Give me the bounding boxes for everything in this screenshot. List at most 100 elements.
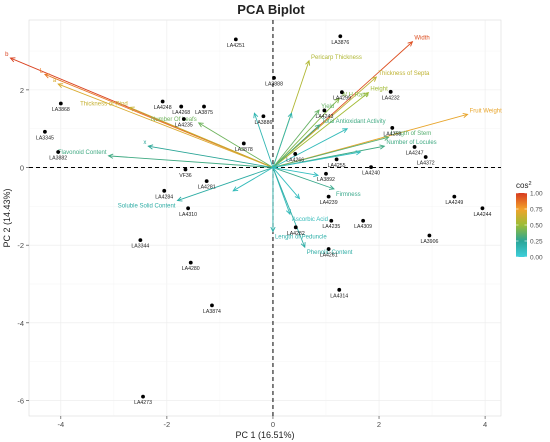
observation-point [186, 206, 191, 211]
observation-label: LA4372 [417, 161, 435, 167]
variable-arrow-shaft [272, 136, 389, 168]
observation-point [293, 225, 298, 230]
variable-arrow-head [253, 112, 259, 119]
observation-point [202, 104, 206, 109]
observation-point [272, 75, 276, 80]
variable-arrow: Yield [272, 104, 334, 168]
variable-arrow-head [270, 226, 276, 233]
y-tick-label: -2 [17, 241, 24, 250]
variable-label: Firmness [336, 192, 361, 198]
plot-panel [28, 19, 502, 417]
variable-arrow-head [107, 153, 114, 159]
observation-point [188, 260, 193, 265]
observation-label: LA4314 [330, 293, 348, 299]
observation-point [427, 233, 432, 238]
observation-point [334, 157, 339, 162]
variable-label: Yield [321, 104, 334, 110]
observation-point [324, 171, 328, 176]
variable-label: Thickness of Septa [378, 71, 430, 77]
grid-lines [29, 20, 501, 416]
variable-arrow-head [305, 59, 311, 66]
variable-arrow-head [128, 106, 135, 112]
observation-label: LA4243 [315, 114, 333, 120]
variable-arrow-shaft [272, 167, 335, 190]
x-axis-title: PC 1 (16.51%) [235, 430, 294, 440]
observation-point [160, 99, 165, 104]
variable-arrow-head [57, 83, 64, 89]
observation-label: LA4261 [320, 253, 338, 259]
observation-label: LA4299 [333, 96, 351, 102]
variable-arrow: Thickness of Rind [80, 101, 274, 168]
variable-arrow-head [383, 135, 390, 141]
variable-arrow [272, 112, 293, 168]
observation-label: LA3876 [331, 40, 349, 46]
variable-arrow-head [43, 73, 50, 79]
x-tick-label: -4 [57, 420, 64, 429]
variable-arrow-shaft [177, 167, 274, 201]
legend-tick-label: 0.50 [530, 222, 543, 229]
observation-label: LA3882 [49, 156, 67, 162]
observation-label: LA4240 [362, 171, 380, 177]
observation-point [43, 129, 47, 134]
x-tick-label: 0 [271, 420, 275, 429]
legend-tick-label: 0.25 [530, 238, 543, 245]
variable-arrow: x [143, 140, 274, 168]
variable-arrow-head [355, 150, 362, 156]
y-tick-label: 2 [20, 86, 24, 95]
variable-arrow: Thickness of Septa [272, 71, 430, 168]
observation-point [326, 247, 331, 251]
variable-label: x [143, 140, 146, 146]
y-tick-label: -4 [17, 319, 24, 328]
variable-label: Thickness of Rind [80, 101, 128, 107]
variable-arrow-shaft [272, 92, 369, 168]
variable-arrow [253, 112, 274, 168]
observation-point [339, 90, 344, 95]
variable-arrow-shaft [272, 151, 361, 168]
observation-label: LA4281 [198, 185, 216, 191]
variable-label: Fruit Weight [470, 108, 503, 114]
observation-label: LA3906 [420, 239, 438, 245]
legend-colorbar [516, 193, 527, 257]
observation-point [293, 152, 298, 156]
x-tick-label: -2 [164, 420, 171, 429]
variable-arrow-head [9, 57, 16, 63]
variable-arrow: Total Antioxidant Activity [272, 119, 386, 168]
variable-arrow-head [314, 109, 320, 116]
variable-arrow-shaft [232, 167, 274, 192]
observation-point [138, 238, 143, 243]
observation-point [56, 150, 61, 154]
observation-label: LA4239 [320, 200, 338, 206]
observation-label: LA3344 [131, 244, 149, 250]
observation-label: LA4235 [175, 123, 193, 129]
legend-title: cos2 [516, 181, 532, 190]
observation-label: LA3878 [235, 147, 253, 153]
variable-arrow: Height [272, 87, 388, 168]
variable-arrow-head [287, 112, 293, 119]
variable-arrow-head [176, 196, 183, 202]
legend-title-superscript: 2 [528, 181, 531, 187]
variable-arrow-shaft [272, 167, 306, 248]
variable-arrow-head [232, 186, 239, 192]
observation-label: LA4235 [322, 224, 340, 230]
variable-arrow-shaft [272, 109, 320, 168]
observation-label: LA4249 [445, 200, 463, 206]
observation-point [141, 394, 145, 399]
variable-arrow-shaft [148, 145, 274, 168]
variable-arrow-head [363, 91, 370, 98]
observation-label: LA4255 [328, 163, 346, 169]
variable-arrow-shaft [129, 106, 274, 168]
variable-arrow-shaft [272, 113, 292, 168]
observation-label: LA4310 [179, 212, 197, 218]
observation-point [183, 167, 188, 172]
observation-label: LA3345 [36, 135, 54, 141]
y-axis-title: PC 2 (14.43%) [2, 188, 12, 247]
legend-tick-label: 0.75 [530, 206, 543, 213]
observation-point [233, 37, 238, 42]
observation-point [181, 117, 186, 121]
observation-label: VF36 [179, 173, 192, 179]
variable-label: Width [414, 36, 429, 42]
variable-arrow [272, 167, 301, 200]
observation-point [329, 218, 334, 223]
variable-arrow [272, 150, 362, 168]
